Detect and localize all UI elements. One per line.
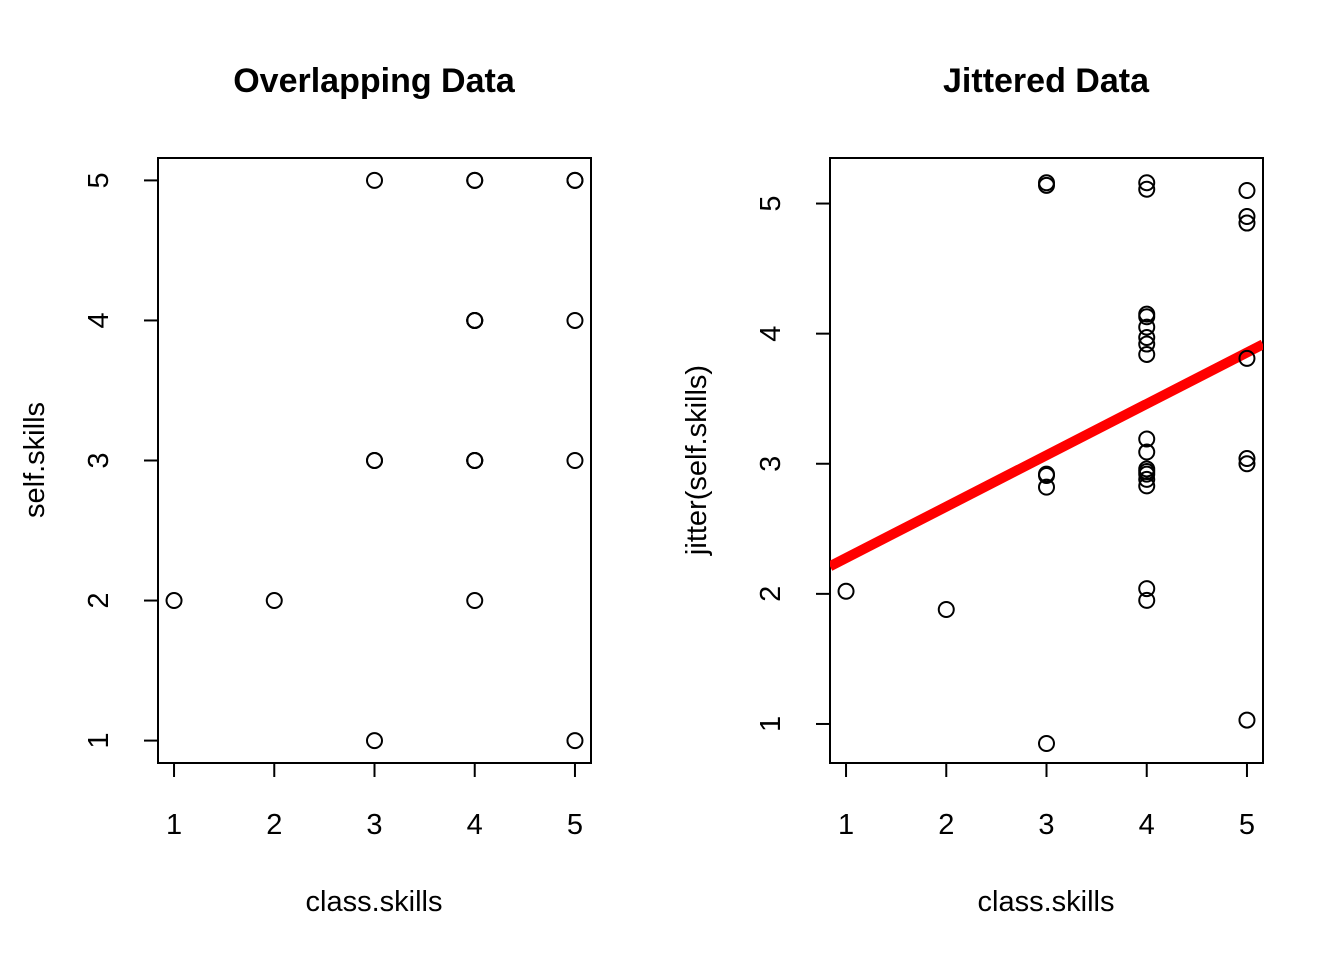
overlapping-data-point: [566, 171, 584, 189]
jittered-data-point: [1138, 430, 1156, 448]
overlapping-x-tick-label: 1: [166, 809, 182, 841]
jittered-data-point: [1138, 318, 1156, 336]
jittered-data-point: [1238, 214, 1256, 232]
overlapping-x-tick-label: 3: [366, 809, 382, 841]
overlapping-data-point: [466, 171, 484, 189]
jittered-data-point: [1138, 580, 1156, 598]
jittered-data-panel: Jittered Data class.skills jitter(self.s…: [681, 62, 1264, 918]
overlapping-data-point: [466, 452, 484, 469]
overlapping-data-point: [366, 732, 383, 750]
jittered-data-point: [837, 582, 855, 600]
jittered-y-tick-label: 2: [755, 586, 787, 602]
jittered-y-axis-label: jitter(self.skills): [681, 365, 713, 556]
jittered-x-axis-label: class.skills: [978, 886, 1115, 918]
overlapping-data-point: [366, 171, 383, 189]
overlapping-axis-ticks: 1 2 3 4 5 1 2 3 4 5: [83, 172, 583, 841]
overlapping-points: [165, 171, 584, 750]
jittered-y-tick-label: 5: [755, 195, 787, 211]
overlapping-x-axis-label: class.skills: [306, 886, 443, 918]
jittered-data-point: [1038, 478, 1055, 496]
overlapping-y-tick-label: 4: [83, 312, 115, 328]
overlapping-data-point: [466, 311, 484, 329]
regression-line: [830, 339, 1263, 571]
overlapping-y-tick-label: 1: [83, 733, 115, 749]
jittered-data-point: [1238, 349, 1256, 367]
jittered-data-point: [1138, 470, 1156, 488]
jittered-data-point: [1238, 455, 1256, 473]
jittered-data-point: [1138, 180, 1156, 198]
jittered-data-point: [1138, 174, 1156, 192]
overlapping-data-point: [466, 592, 484, 610]
overlapping-y-axis-label: self.skills: [19, 402, 51, 518]
overlapping-data-point: [566, 311, 584, 329]
jittered-data-point: [1138, 591, 1156, 609]
jittered-chart-title: Jittered Data: [943, 62, 1150, 100]
jittered-data-point: [1238, 182, 1256, 200]
overlapping-y-tick-label: 3: [83, 452, 115, 468]
jittered-data-point: [1138, 345, 1156, 363]
jittered-data-point: [1038, 734, 1055, 752]
overlapping-data-panel: Overlapping Data class.skills self.skill…: [19, 62, 592, 918]
jittered-data-point: [1138, 308, 1156, 326]
overlapping-y-tick-label: 5: [83, 172, 115, 188]
jittered-data-point: [1238, 208, 1256, 226]
jittered-x-tick-label: 2: [938, 809, 954, 841]
jittered-data-point: [1138, 465, 1156, 483]
overlapping-plot-frame: [157, 157, 592, 764]
overlapping-data-point: [566, 732, 584, 750]
overlapping-data-point: [265, 592, 283, 610]
overlapping-chart-title: Overlapping Data: [233, 62, 516, 100]
overlapping-x-tick-label: 4: [467, 809, 483, 841]
jittered-data-point: [1238, 711, 1256, 729]
jittered-data-point: [1138, 329, 1156, 347]
overlapping-y-tick-label: 2: [83, 592, 115, 608]
jittered-data-point: [1138, 335, 1156, 353]
jittered-points: [837, 174, 1256, 752]
overlapping-x-tick-label: 2: [266, 809, 282, 841]
jittered-x-tick-label: 4: [1139, 809, 1155, 841]
jittered-data-point: [1038, 176, 1055, 194]
jittered-x-tick-label: 1: [838, 809, 854, 841]
jittered-data-point: [937, 600, 955, 618]
jittered-data-point: [1038, 466, 1055, 484]
jittered-y-tick-label: 1: [755, 716, 787, 732]
jittered-data-point: [1138, 443, 1156, 461]
jittered-data-point: [1138, 477, 1156, 495]
jittered-x-tick-label: 5: [1239, 809, 1255, 841]
jittered-x-tick-label: 3: [1038, 809, 1054, 841]
jittered-axis-ticks: 1 2 3 4 5 1 2 3 4 5: [755, 195, 1255, 841]
jittered-y-tick-label: 3: [755, 456, 787, 472]
jittered-fit-line-group: [830, 339, 1263, 571]
jittered-data-point: [1238, 450, 1256, 468]
overlapping-data-point: [165, 592, 183, 610]
jittered-y-tick-label: 4: [755, 326, 787, 342]
overlapping-data-point: [366, 452, 383, 469]
overlapping-x-tick-label: 5: [567, 809, 583, 841]
overlapping-data-point: [566, 452, 584, 469]
